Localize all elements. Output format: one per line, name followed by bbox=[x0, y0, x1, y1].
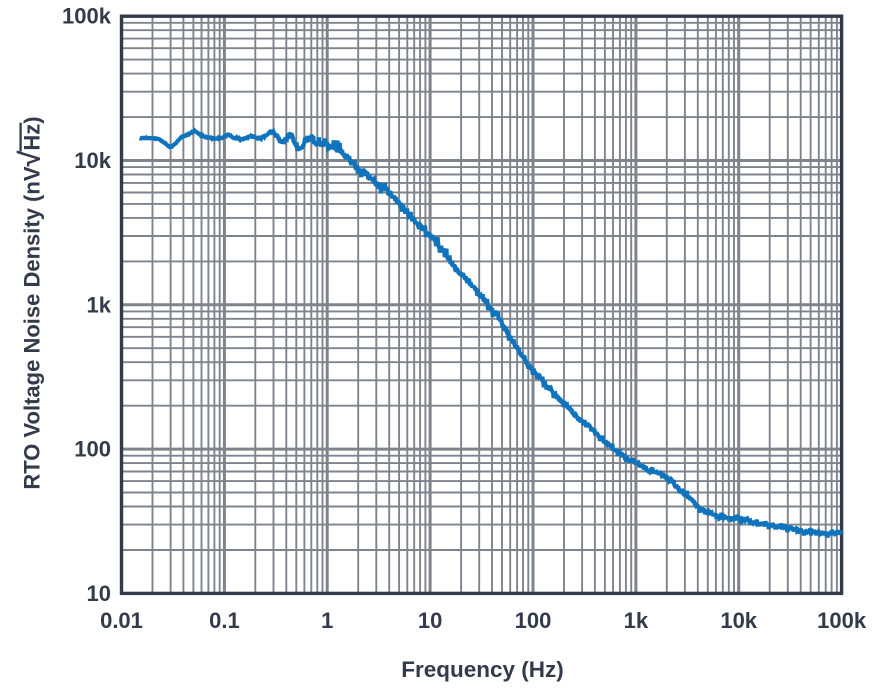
svg-text:100: 100 bbox=[515, 608, 552, 633]
svg-text:1: 1 bbox=[321, 608, 333, 633]
svg-text:100k: 100k bbox=[817, 608, 867, 633]
svg-text:100: 100 bbox=[74, 437, 111, 462]
svg-text:10k: 10k bbox=[720, 608, 757, 633]
svg-text:1k: 1k bbox=[624, 608, 649, 633]
svg-text:10: 10 bbox=[418, 608, 442, 633]
svg-text:Frequency (Hz): Frequency (Hz) bbox=[401, 657, 564, 682]
svg-text:0.01: 0.01 bbox=[100, 608, 143, 633]
svg-text:10: 10 bbox=[87, 581, 111, 606]
svg-text:0.1: 0.1 bbox=[209, 608, 240, 633]
svg-text:1k: 1k bbox=[87, 292, 112, 317]
svg-text:100k: 100k bbox=[62, 4, 112, 29]
svg-text:10k: 10k bbox=[74, 148, 111, 173]
svg-text:RTO Voltage Noise Density (nV√: RTO Voltage Noise Density (nV√Hz) bbox=[15, 116, 47, 489]
